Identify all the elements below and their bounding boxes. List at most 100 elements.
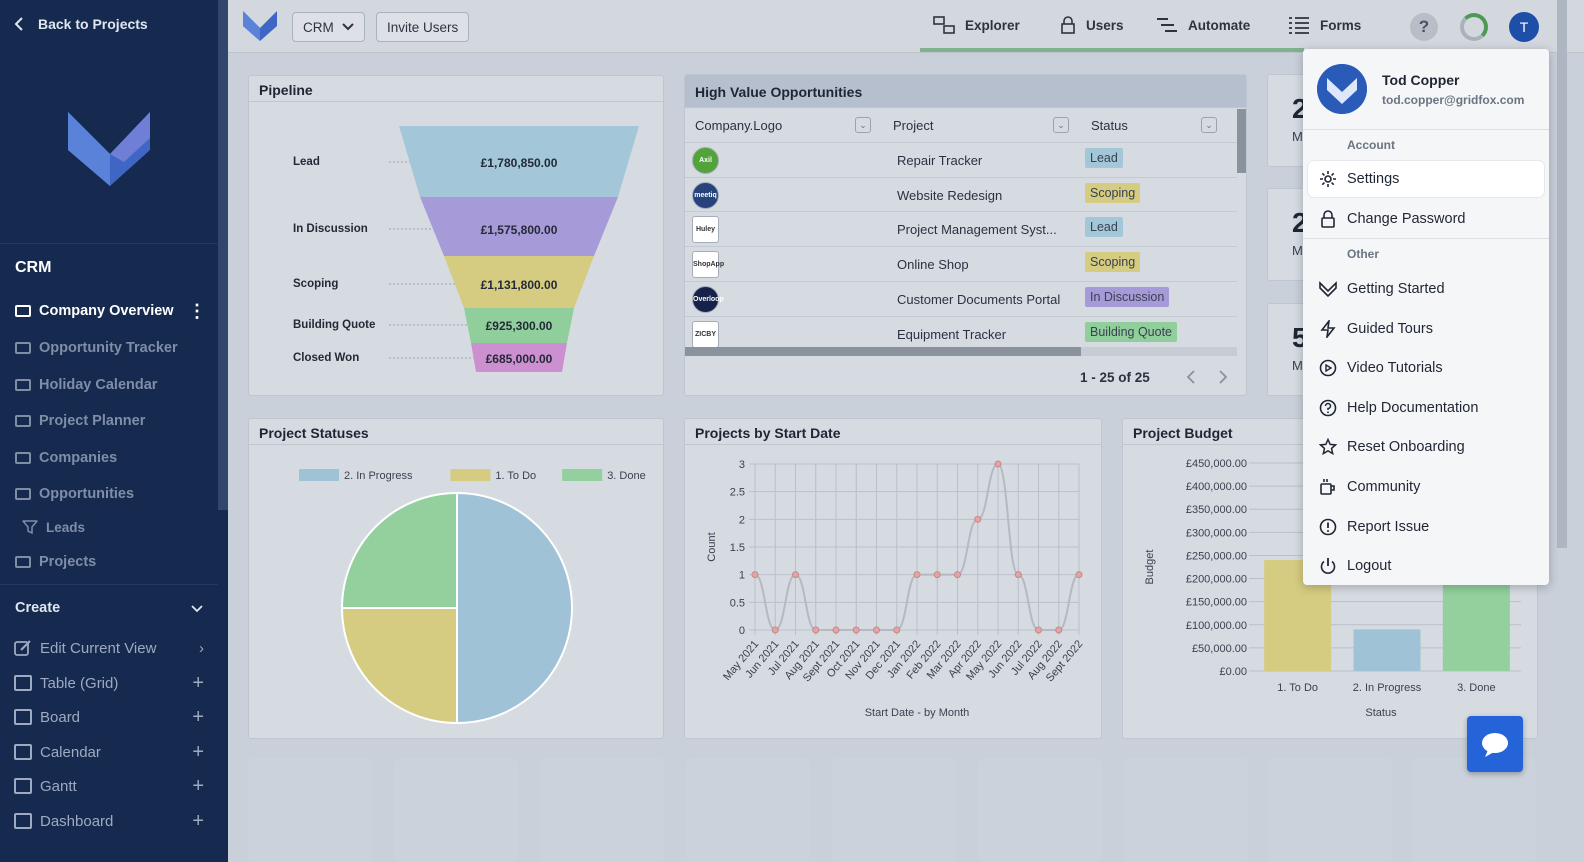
data-point[interactable] xyxy=(1055,626,1063,634)
nav-users[interactable]: Users xyxy=(1060,16,1124,34)
menu-item-video-tutorials[interactable]: Video Tutorials xyxy=(1308,350,1544,386)
kebab-menu-icon[interactable]: ⋮ xyxy=(188,301,206,321)
gridfox-logo[interactable] xyxy=(242,10,278,42)
sidebar-scrollbar[interactable] xyxy=(218,0,228,510)
column-header[interactable]: Status xyxy=(1091,117,1128,133)
plus-icon[interactable]: + xyxy=(192,740,204,763)
top-bar: CRM Invite Users Explorer Users Automate… xyxy=(228,0,1584,53)
data-point[interactable] xyxy=(852,626,860,634)
table-row[interactable]: Overloop Customer Documents Portal In Disc… xyxy=(685,280,1237,316)
data-point[interactable] xyxy=(913,571,921,579)
vertical-scrollbar-thumb[interactable] xyxy=(1237,109,1246,173)
legend-swatch xyxy=(562,469,603,481)
edit-current-view-item[interactable]: Edit Current View › xyxy=(0,631,218,665)
funnel-stage-label: Building Quote xyxy=(293,319,376,331)
sidebar-divider xyxy=(0,243,218,244)
chevron-down-icon[interactable]: ⌄ xyxy=(855,117,871,133)
onboarding-progress-ring[interactable] xyxy=(1460,13,1488,41)
table-row[interactable]: Axil Repair Tracker Lead xyxy=(685,142,1237,177)
bar[interactable] xyxy=(1353,629,1421,671)
menu-divider xyxy=(1303,238,1549,239)
sidebar-item-holiday-calendar[interactable]: Holiday Calendar xyxy=(0,368,218,402)
data-point[interactable] xyxy=(751,571,759,579)
chevron-down-icon[interactable]: ⌄ xyxy=(1053,117,1069,133)
create-gantt-item[interactable]: Gantt + xyxy=(0,769,218,803)
data-point[interactable] xyxy=(1014,571,1022,579)
nav-forms[interactable]: Forms xyxy=(1288,16,1361,34)
sidebar-item-label: Leads xyxy=(46,519,86,535)
company-logo: ZICBY xyxy=(692,320,719,348)
horizontal-scrollbar-track[interactable] xyxy=(685,347,1237,356)
menu-item-settings[interactable]: Settings xyxy=(1308,161,1544,197)
nav-automate[interactable]: Automate xyxy=(1156,16,1250,34)
column-header[interactable]: Project xyxy=(893,117,934,133)
sidebar-item-companies[interactable]: Companies xyxy=(0,441,218,475)
nav-explorer[interactable]: Explorer xyxy=(933,16,1020,34)
column-header[interactable]: Company.Logo xyxy=(695,117,783,133)
data-point[interactable] xyxy=(994,460,1002,468)
data-point[interactable] xyxy=(792,571,799,579)
data-point[interactable] xyxy=(893,626,901,634)
table-row[interactable]: ZICBY Equipment Tracker Building Quote xyxy=(685,315,1237,351)
data-point[interactable] xyxy=(1075,571,1083,579)
data-point[interactable] xyxy=(974,515,982,523)
plus-icon[interactable]: + xyxy=(192,774,204,797)
user-email: tod.copper@gridfox.com xyxy=(1382,93,1525,107)
data-point[interactable] xyxy=(832,626,840,634)
next-page-icon[interactable] xyxy=(1217,369,1229,385)
table-icon xyxy=(15,452,31,464)
chevron-down-icon[interactable]: ⌄ xyxy=(1201,117,1217,133)
horizontal-scrollbar-thumb[interactable] xyxy=(685,347,1081,356)
plus-icon[interactable]: + xyxy=(192,809,204,832)
table-row[interactable]: meetiq Website Redesign Scoping xyxy=(685,176,1237,212)
data-point[interactable] xyxy=(771,626,779,634)
create-section-header[interactable]: Create xyxy=(15,600,61,616)
pie-slice[interactable] xyxy=(456,491,573,725)
page-scrollbar[interactable] xyxy=(1557,0,1567,548)
chat-button[interactable] xyxy=(1467,716,1523,772)
sidebar-item-projects[interactable]: Projects xyxy=(0,545,218,579)
data-point[interactable] xyxy=(812,626,820,634)
table-row[interactable]: ShopApp Online Shop Scoping xyxy=(685,246,1237,281)
create-table-item[interactable]: Table (Grid) + xyxy=(0,666,218,700)
status-badge: Building Quote xyxy=(1085,321,1178,342)
pie-slice[interactable] xyxy=(340,607,458,725)
invite-users-button[interactable]: Invite Users xyxy=(376,12,470,42)
card-title: High Value Opportunities xyxy=(685,75,1246,108)
data-point[interactable] xyxy=(954,571,961,579)
sidebar-item-label: Projects xyxy=(39,554,97,570)
create-dashboard-item[interactable]: Dashboard + xyxy=(0,804,218,838)
help-icon[interactable]: ? xyxy=(1410,13,1438,41)
sidebar-item-project-planner[interactable]: Project Planner xyxy=(0,404,218,438)
dashboard-icon xyxy=(14,813,32,829)
chevron-down-icon[interactable] xyxy=(190,604,204,614)
bar[interactable] xyxy=(1442,578,1510,671)
menu-item-report-issue[interactable]: Report Issue xyxy=(1308,509,1544,545)
table-row[interactable]: Huley Project Management Syst... Lead xyxy=(685,211,1237,246)
menu-item-help-documentation[interactable]: Help Documentation xyxy=(1308,390,1544,426)
project-select[interactable]: CRM xyxy=(292,12,365,42)
create-calendar-item[interactable]: Calendar + xyxy=(0,735,218,769)
back-to-projects-link[interactable]: Back to Projects xyxy=(14,16,148,32)
prev-page-icon[interactable] xyxy=(1185,369,1197,385)
menu-item-change-password[interactable]: Change Password xyxy=(1308,201,1544,237)
y-tick-label: £300,000.00 xyxy=(1186,527,1247,539)
menu-item-logout[interactable]: Logout xyxy=(1308,548,1544,584)
data-point[interactable] xyxy=(933,571,941,579)
data-point[interactable] xyxy=(873,626,880,634)
x-tick-label: 1. To Do xyxy=(1277,682,1318,694)
plus-icon[interactable]: + xyxy=(192,705,204,728)
sidebar-item-opportunities[interactable]: Opportunities xyxy=(0,477,218,511)
user-avatar[interactable]: T xyxy=(1509,12,1539,42)
sidebar-item-opportunity-tracker[interactable]: Opportunity Tracker xyxy=(0,331,218,365)
menu-item-getting-started[interactable]: Getting Started xyxy=(1308,271,1544,307)
plus-icon[interactable]: + xyxy=(192,671,204,694)
sidebar-item-leads[interactable]: Leads xyxy=(0,510,218,544)
menu-item-community[interactable]: Community xyxy=(1308,469,1544,505)
menu-item-reset-onboarding[interactable]: Reset Onboarding xyxy=(1308,429,1544,465)
menu-item-guided-tours[interactable]: Guided Tours xyxy=(1308,311,1544,347)
sidebar-item-company-overview[interactable]: Company Overview ⋮ xyxy=(0,294,218,328)
create-board-item[interactable]: Board + xyxy=(0,700,218,734)
pie-slice[interactable] xyxy=(340,491,458,609)
data-point[interactable] xyxy=(1035,626,1042,634)
